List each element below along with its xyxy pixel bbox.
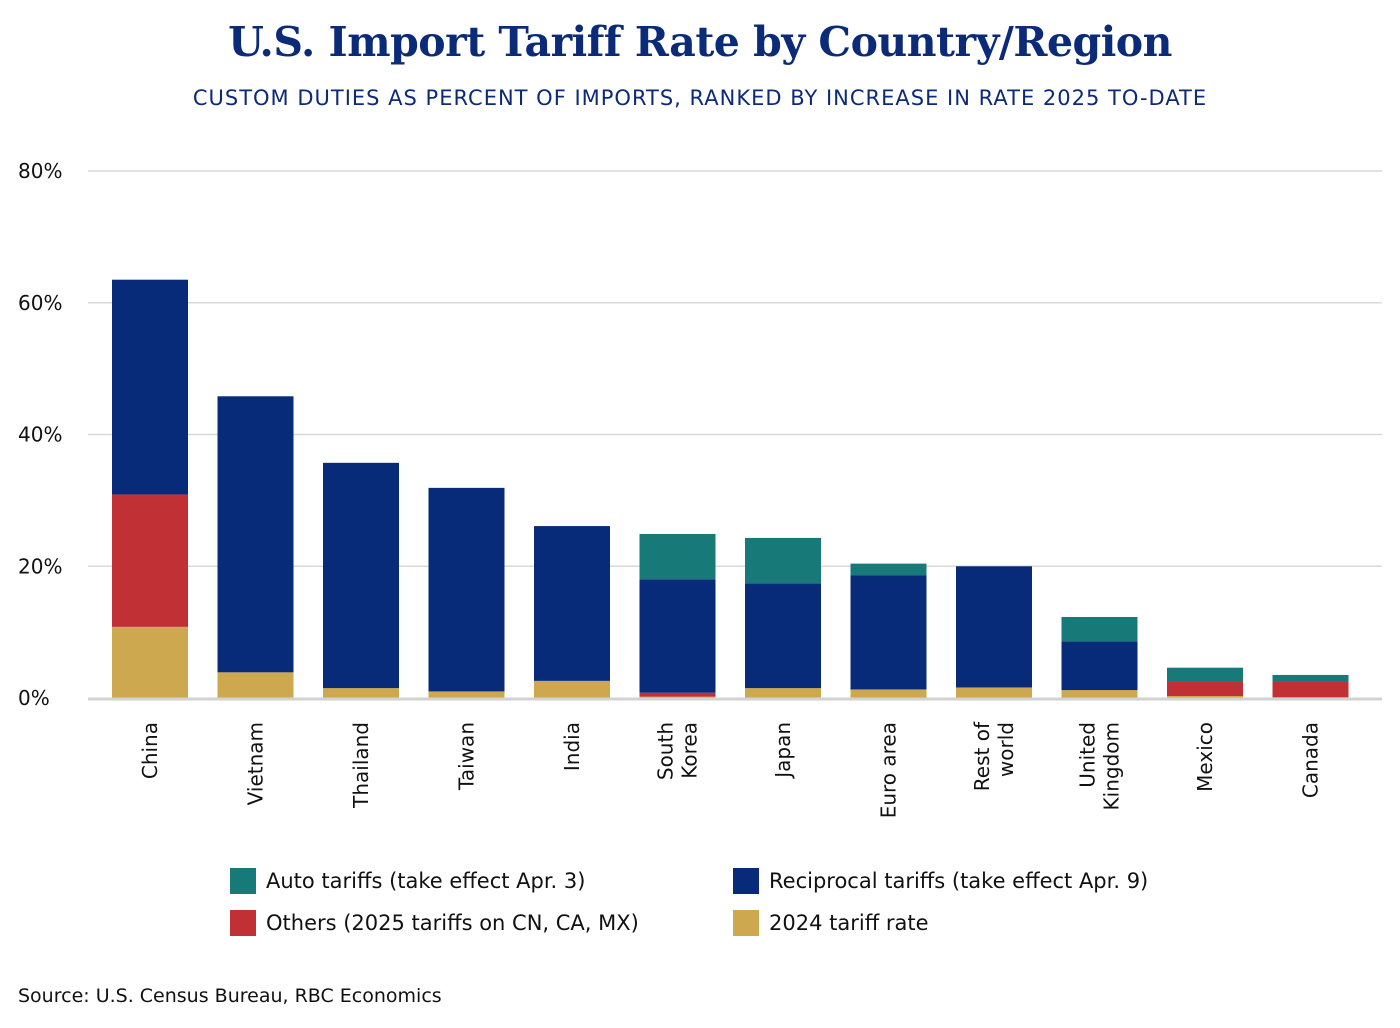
bar-segment <box>639 533 716 580</box>
bar-segment <box>1272 681 1349 698</box>
legend-swatch-2024 <box>733 910 759 936</box>
legend-item-auto: Auto tariffs (take effect Apr. 3) <box>230 868 585 894</box>
x-tick-label-line: Thailand <box>349 722 373 809</box>
bar-segment <box>639 696 716 698</box>
chart-title: U.S. Import Tariff Rate by Country/Regio… <box>228 18 1172 66</box>
x-tick-label: United Kingdom <box>1076 722 1124 810</box>
x-tick-label: India <box>560 722 584 771</box>
x-tick-label: Japan <box>771 722 795 780</box>
legend-item-2024: 2024 tariff rate <box>733 910 929 936</box>
y-tick-label: 0% <box>18 686 50 710</box>
bar-segment <box>850 575 927 690</box>
x-tick-label-line: Taiwan <box>455 722 479 791</box>
bar-segment <box>112 279 188 495</box>
bar-segment <box>1167 667 1243 682</box>
bar-segment <box>112 626 188 698</box>
x-tick-label-line: world <box>994 722 1018 777</box>
x-tick-label: Vietnam <box>244 722 268 805</box>
y-tick-label: 20% <box>18 554 62 578</box>
legend-swatch-others <box>230 910 256 936</box>
x-tick-label-line: Canada <box>1299 722 1323 798</box>
x-tick-label-line: Korea <box>678 722 702 779</box>
x-tick-label: Thailand <box>349 722 373 809</box>
x-tick-label-line: Kingdom <box>1100 722 1124 810</box>
x-tick-label: China <box>138 722 162 779</box>
bar-segment <box>956 687 1032 698</box>
x-tick-label-line: Rest of <box>970 721 994 791</box>
bar-segment <box>428 691 505 698</box>
bars <box>112 279 1349 698</box>
legend-label-auto: Auto tariffs (take effect Apr. 3) <box>266 869 586 893</box>
legend-label-reciprocal: Reciprocal tariffs (take effect Apr. 9) <box>769 869 1149 893</box>
x-tick-label-line: Euro area <box>877 722 901 818</box>
bar-segment <box>534 680 610 698</box>
bar-segment <box>1061 690 1138 698</box>
legend-swatch-reciprocal <box>733 868 759 894</box>
bar-segment <box>1167 681 1243 697</box>
legend-label-2024: 2024 tariff rate <box>769 911 929 935</box>
x-tick-label-line: Japan <box>771 722 795 780</box>
bar-segment <box>1061 641 1138 691</box>
bar-segment <box>639 692 716 697</box>
bar-segment <box>745 583 821 689</box>
bar-segment <box>745 688 821 698</box>
bar-chart: 0% 20% 40% 60% 80% China Vietnam Thailand Taiwa… <box>18 159 1382 818</box>
x-tick-label: Taiwan <box>455 722 479 791</box>
y-tick-label: 60% <box>18 291 62 315</box>
bar-segment <box>323 688 399 698</box>
legend-label-others: Others (2025 tariffs on CN, CA, MX) <box>266 911 639 935</box>
bar-segment <box>323 462 399 689</box>
x-tick-label: Canada <box>1299 722 1323 798</box>
x-tick-label-line: United <box>1076 722 1100 788</box>
legend-item-reciprocal: Reciprocal tariffs (take effect Apr. 9) <box>733 868 1148 894</box>
x-tick-label-line: Mexico <box>1193 722 1217 792</box>
x-axis-labels: China Vietnam Thailand Taiwan India South Kore… <box>138 721 1323 818</box>
gridlines <box>88 170 1382 567</box>
bar-segment <box>1167 696 1243 698</box>
x-tick-label-line: India <box>560 722 584 771</box>
bar-segment <box>1272 674 1349 682</box>
x-tick-label-line: China <box>138 722 162 779</box>
bar-segment <box>217 672 294 698</box>
bar-segment <box>850 563 927 576</box>
x-tick-label: Mexico <box>1193 722 1217 792</box>
bar-segment <box>956 566 1032 688</box>
y-tick-label: 80% <box>18 159 62 183</box>
x-tick-label: South Korea <box>654 722 702 780</box>
bar-segment <box>1061 616 1138 642</box>
x-tick-label-line: South <box>654 722 678 780</box>
x-tick-label: Rest of world <box>970 721 1018 791</box>
y-tick-label: 40% <box>18 423 62 447</box>
legend: Auto tariffs (take effect Apr. 3) Recipr… <box>230 866 1230 956</box>
legend-item-others: Others (2025 tariffs on CN, CA, MX) <box>230 910 639 936</box>
x-tick-label: Euro area <box>877 722 901 818</box>
bar-segment <box>745 537 821 584</box>
bar-segment <box>428 487 505 692</box>
bar-segment <box>850 689 927 698</box>
bar-segment <box>534 526 610 681</box>
source-note: Source: U.S. Census Bureau, RBC Economic… <box>18 985 442 1007</box>
bar-segment <box>639 579 716 693</box>
y-axis-ticks: 0% 20% 40% 60% 80% <box>18 159 62 710</box>
chart-subtitle: CUSTOM DUTIES AS PERCENT OF IMPORTS, RAN… <box>192 86 1208 110</box>
bar-segment <box>217 396 294 673</box>
legend-swatch-auto <box>230 868 256 894</box>
x-tick-label-line: Vietnam <box>244 722 268 805</box>
bar-segment <box>112 494 188 627</box>
